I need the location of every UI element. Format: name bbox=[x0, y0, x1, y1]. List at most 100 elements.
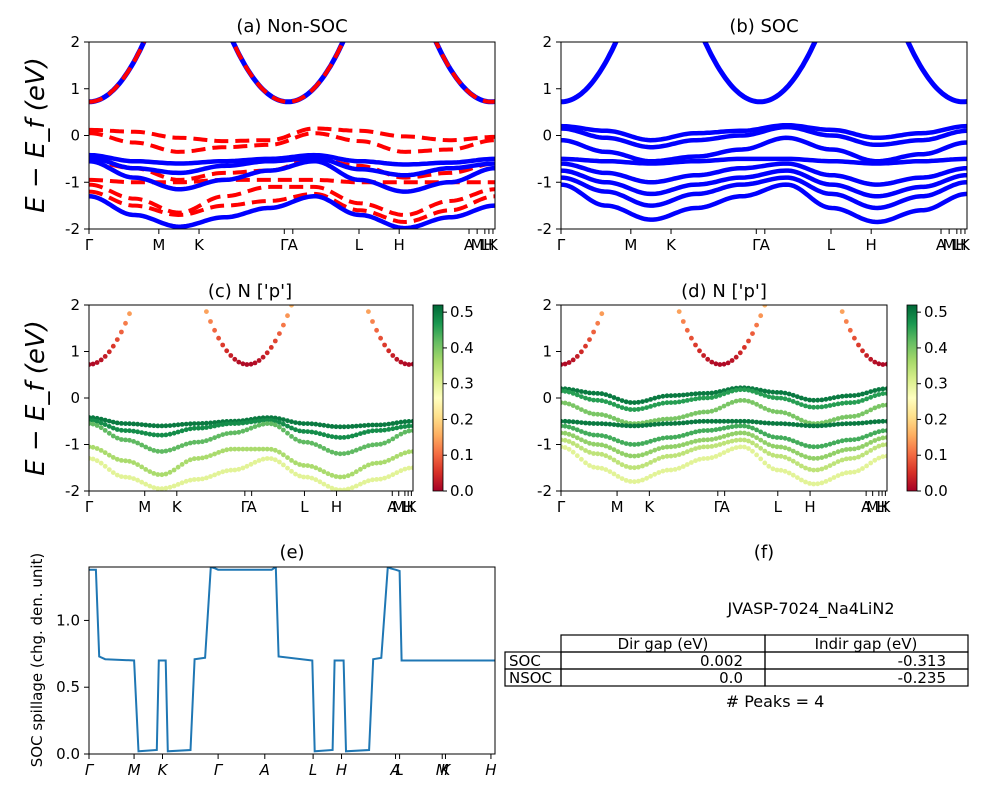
projection-point bbox=[135, 477, 141, 483]
projection-point bbox=[329, 472, 335, 478]
projection-point bbox=[248, 419, 254, 425]
projection-point bbox=[660, 421, 666, 427]
projection-point bbox=[277, 420, 282, 425]
projection-point bbox=[562, 418, 568, 424]
projection-point bbox=[819, 397, 825, 403]
peaks-count: # Peaks = 4 bbox=[726, 692, 825, 711]
projection-point bbox=[799, 477, 804, 483]
projection-point bbox=[729, 358, 735, 363]
projection-point bbox=[579, 349, 584, 355]
projection-point bbox=[390, 472, 396, 478]
projection-point bbox=[277, 416, 282, 422]
projection-point bbox=[272, 338, 278, 344]
projection-point bbox=[811, 423, 816, 429]
projection-point bbox=[884, 435, 887, 440]
projection-point bbox=[656, 417, 662, 423]
projection-point bbox=[155, 486, 161, 491]
projection-point bbox=[843, 421, 849, 427]
projection-point bbox=[583, 460, 588, 466]
projection-point bbox=[705, 418, 711, 424]
x-tick-label: H bbox=[876, 498, 887, 516]
projection-point bbox=[652, 418, 658, 423]
projection-point bbox=[648, 449, 653, 455]
projection-point bbox=[256, 446, 262, 452]
projection-point bbox=[94, 423, 100, 428]
band-line bbox=[561, 122, 967, 143]
projection-point bbox=[143, 422, 149, 428]
y-tick-label: -2 bbox=[65, 482, 80, 500]
projection-point bbox=[762, 460, 768, 466]
projection-point bbox=[636, 478, 641, 484]
projection-point bbox=[689, 460, 694, 465]
projection-point bbox=[876, 436, 882, 442]
projection-point bbox=[345, 424, 351, 430]
projection-point bbox=[868, 419, 874, 425]
projection-point bbox=[876, 387, 882, 392]
x-tick-label: L bbox=[875, 498, 884, 516]
projection-point bbox=[717, 389, 723, 394]
projection-point bbox=[786, 470, 792, 476]
projection-point bbox=[750, 448, 755, 454]
projection-point bbox=[619, 462, 625, 468]
projection-point bbox=[831, 440, 837, 446]
projection-point bbox=[729, 446, 735, 452]
y-tick-label: -2 bbox=[537, 482, 552, 500]
projection-point bbox=[591, 421, 596, 426]
projection-point bbox=[574, 388, 580, 394]
projection-point bbox=[868, 356, 874, 362]
projection-point bbox=[127, 475, 132, 480]
projection-point bbox=[607, 469, 613, 474]
projection-point bbox=[313, 442, 319, 447]
projection-point bbox=[224, 421, 230, 427]
projection-point bbox=[721, 450, 727, 455]
projection-point bbox=[758, 445, 764, 451]
projection-point bbox=[135, 462, 141, 467]
projection-point bbox=[390, 436, 396, 442]
projection-point bbox=[232, 467, 238, 473]
projection-point bbox=[337, 487, 343, 491]
projection-point bbox=[754, 427, 759, 433]
projection-point bbox=[163, 485, 169, 491]
projection-point bbox=[110, 455, 116, 460]
projection-point bbox=[839, 438, 845, 444]
projection-point bbox=[114, 472, 120, 478]
projection-point bbox=[847, 414, 853, 419]
projection-point bbox=[717, 435, 723, 440]
projection-point bbox=[750, 433, 755, 438]
projection-point bbox=[693, 446, 698, 451]
projection-point bbox=[313, 430, 319, 436]
projection-point bbox=[623, 452, 629, 458]
projection-point bbox=[729, 424, 735, 430]
projection-point bbox=[591, 411, 596, 417]
projection-point bbox=[309, 440, 315, 446]
table-row-label: NSOC bbox=[509, 669, 552, 687]
projection-point bbox=[705, 456, 711, 461]
projection-point bbox=[289, 458, 294, 463]
projection-point bbox=[827, 477, 833, 482]
x-tick-label: Γ bbox=[280, 236, 289, 254]
x-tick-label: H bbox=[394, 236, 405, 254]
projection-point bbox=[660, 393, 666, 399]
projection-point bbox=[191, 425, 197, 431]
projection-point bbox=[615, 449, 621, 455]
projection-point bbox=[827, 463, 833, 468]
projection-point bbox=[672, 421, 678, 426]
projection-point bbox=[248, 461, 254, 467]
material-id: JVASP-7024_Na4LiN2 bbox=[727, 599, 895, 619]
projection-point bbox=[200, 439, 205, 445]
projection-point bbox=[293, 420, 298, 425]
projection-point bbox=[640, 406, 645, 411]
projection-point bbox=[852, 469, 857, 475]
projection-point bbox=[644, 475, 649, 481]
projection-point bbox=[366, 462, 371, 468]
projection-point bbox=[139, 430, 145, 435]
projection-point bbox=[880, 428, 886, 434]
projection-point bbox=[603, 413, 609, 418]
projection-point bbox=[90, 418, 96, 423]
projection-point bbox=[216, 433, 222, 439]
projection-point bbox=[603, 399, 609, 404]
projection-point bbox=[216, 422, 222, 428]
projection-point bbox=[847, 437, 853, 443]
